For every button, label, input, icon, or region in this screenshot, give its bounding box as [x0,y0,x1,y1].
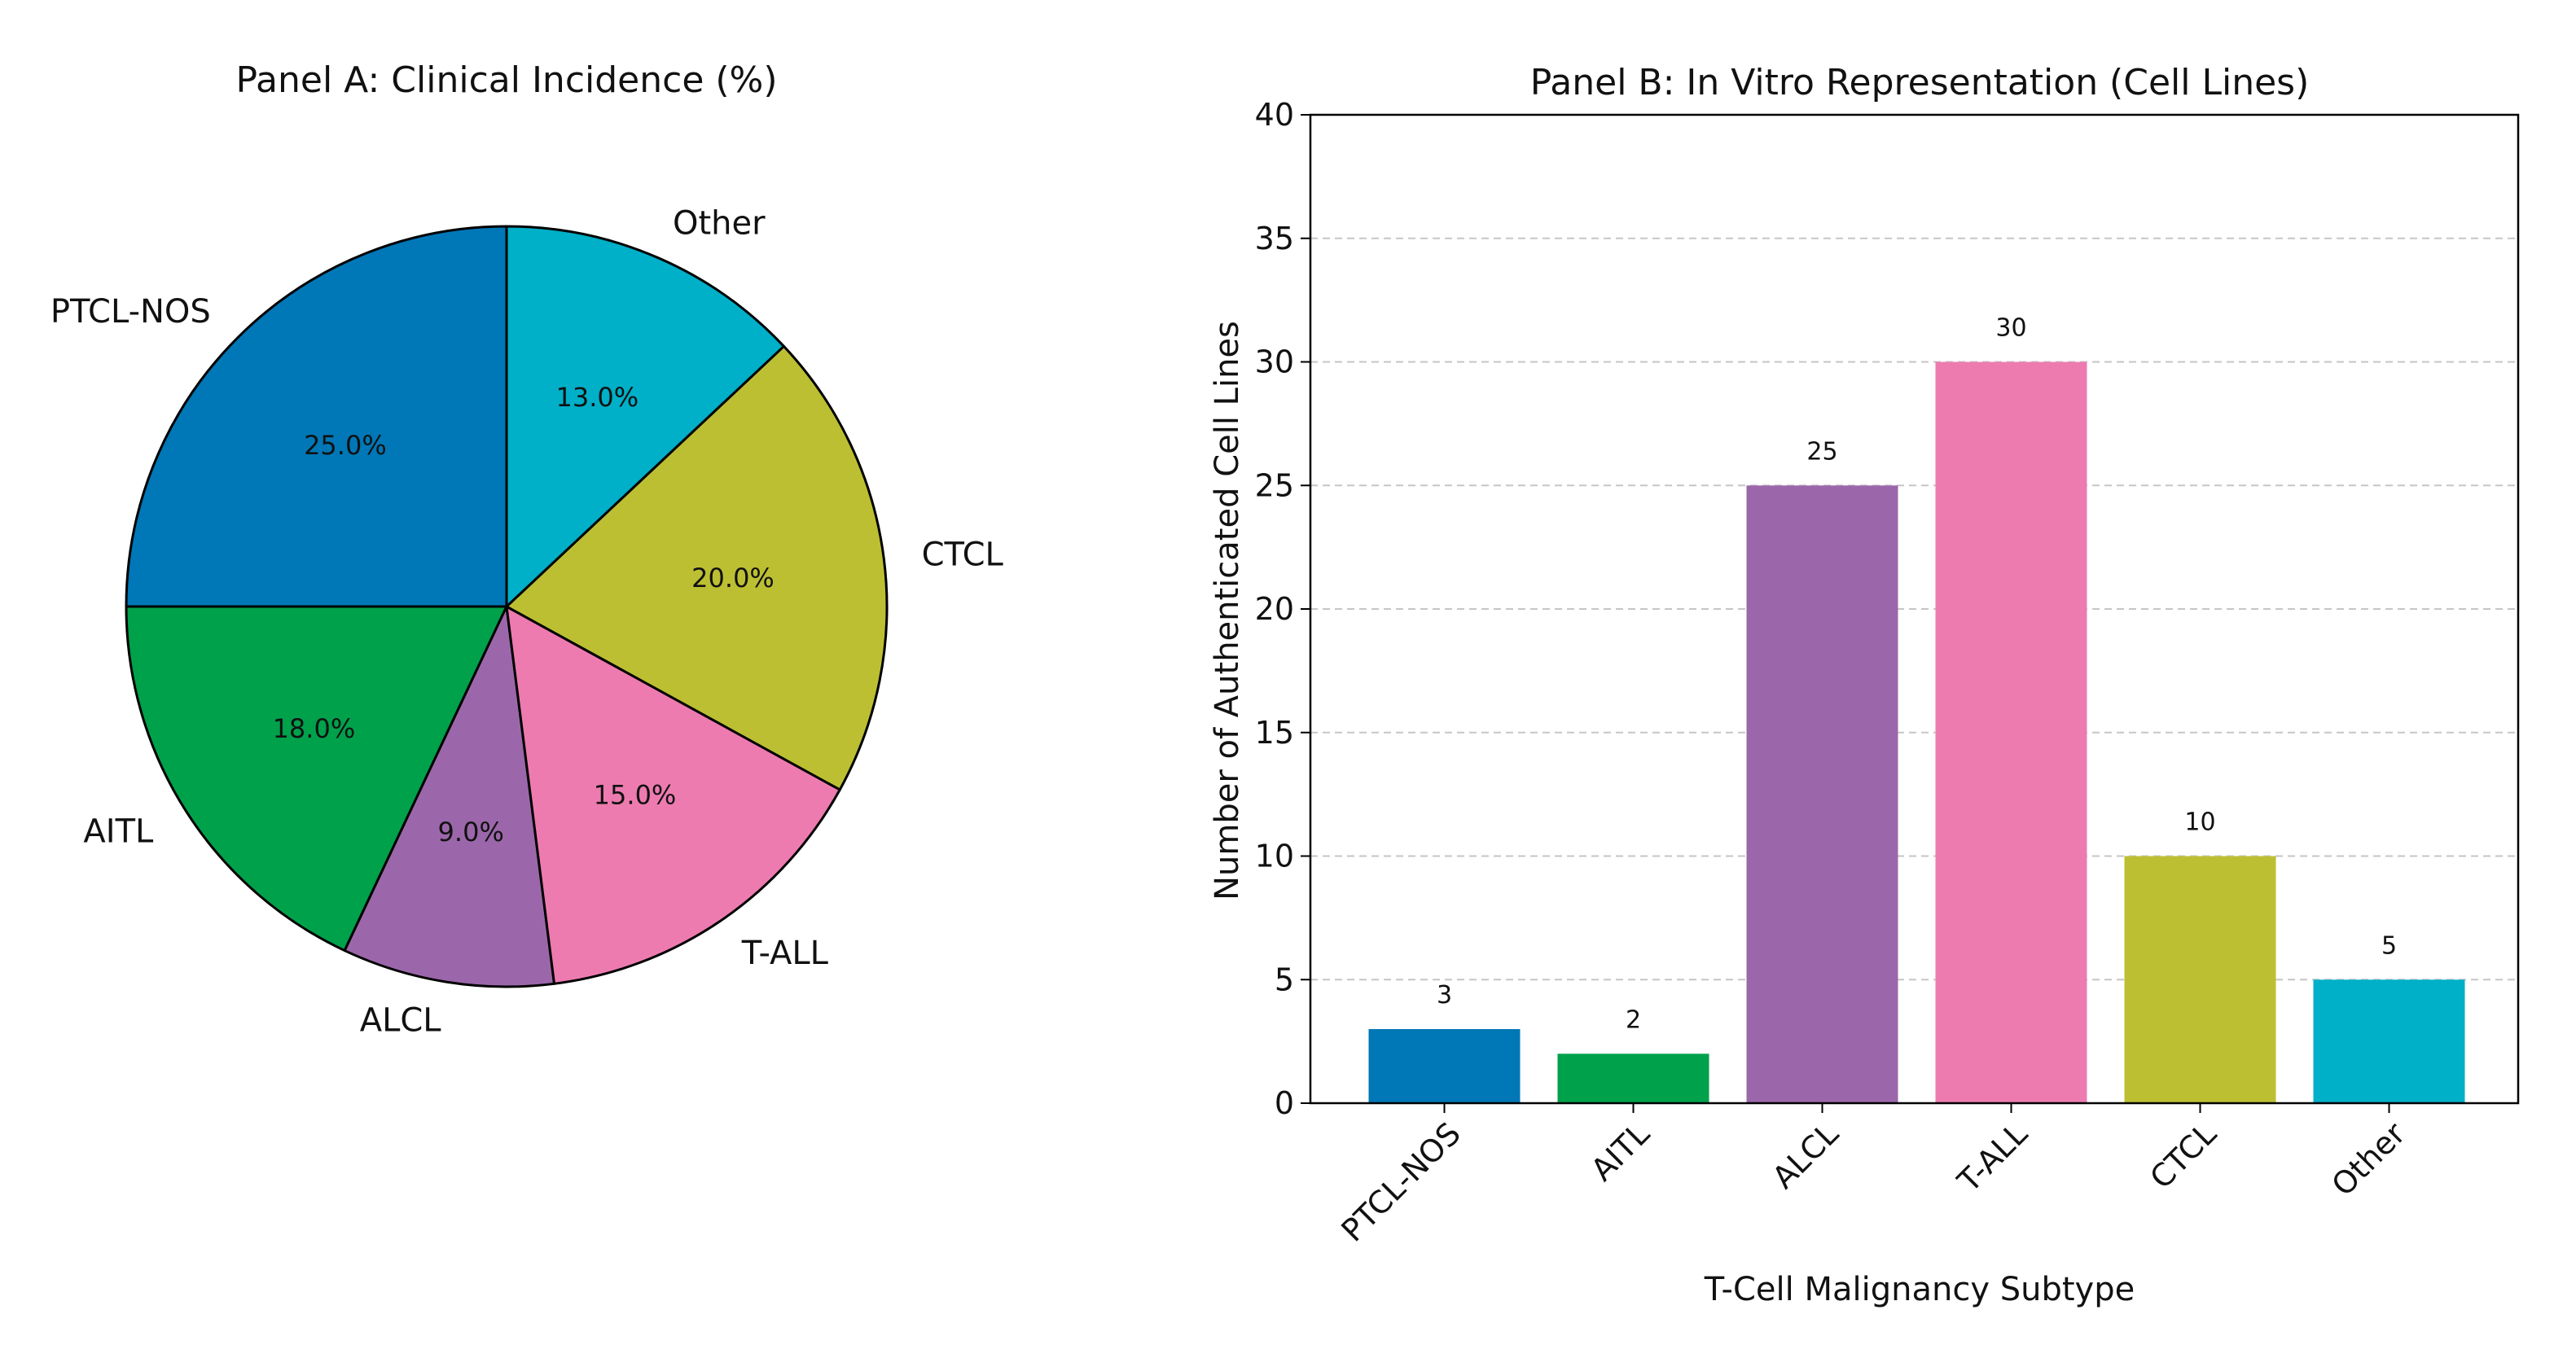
bar-ptcl-nos [1368,1029,1521,1103]
x-axis-label: T-Cell Malignancy Subtype [1704,1271,2135,1308]
y-tick-label: 20 [1255,591,1294,627]
bar-alcl [1746,485,1898,1104]
y-tick-label: 10 [1255,839,1294,874]
bar-ctcl [2124,856,2276,1103]
x-tick-label-ctcl: CTCL [2143,1115,2223,1195]
x-tick-label-alcl: ALCL [1766,1115,1845,1195]
y-ticks: 0 5 10 15 20 25 30 35 40 [1255,97,1310,1121]
pie-slice-ptcl-nos [125,225,508,608]
pie-category-label-alcl: ALCL [360,1001,442,1039]
pie-category-label-t-all: T-ALL [741,935,829,972]
bar-value-label-other: 5 [2381,931,2397,960]
y-tick-label: 40 [1255,97,1294,133]
pie-slice-t-all [505,605,841,985]
pie-slice-aitl [125,605,508,953]
grid-lines [1310,237,2518,981]
y-tick-label: 35 [1255,221,1294,256]
panel-b-title: Panel B: In Vitro Representation (Cell L… [1530,62,2310,103]
panel-a-title: Panel A: Clinical Incidence (%) [235,59,777,101]
y-tick-label: 25 [1255,467,1294,503]
pie-slice-other [505,225,785,608]
pie-labels: 25.0% PTCL-NOS 18.0% AITL 9.0% ALCL 15.0% T-ALL… [50,205,1004,1040]
bar-value-label-aitl: 2 [1626,1005,1641,1034]
bar-value-label-t-all: 30 [1995,314,2026,343]
bars [1368,361,2465,1104]
y-axis-label: Number of Authenticated Cell Lines [1209,321,1246,900]
pie-percent-label-t-all: 15.0% [594,780,677,811]
pie-percent-label-alcl: 9.0% [438,817,504,848]
bar-data-labels: 3 2 25 30 10 5 [1437,314,2397,1035]
panel-b-bar-chart: Panel B: In Vitro Representation (Cell L… [1209,62,2520,1308]
pie-category-label-aitl: AITL [83,813,154,850]
bar-value-label-ptcl-nos: 3 [1437,981,1452,1010]
bar-value-label-ctcl: 10 [2184,808,2215,837]
pie-percent-label-ptcl-nos: 25.0% [304,430,387,461]
y-tick-label: 0 [1275,1085,1294,1121]
y-tick-label: 5 [1275,962,1294,997]
y-tick-label: 30 [1255,344,1294,380]
bar-value-label-alcl: 25 [1806,437,1837,466]
bar-other [2313,979,2465,1104]
panel-a-pie-chart: Panel A: Clinical Incidence (%) 25.0% PTC… [50,59,1004,1039]
y-tick-label: 15 [1255,715,1294,751]
bar-aitl [1557,1054,1709,1103]
x-tick-label-t-all: T-ALL [1951,1115,2034,1199]
pie-percent-label-other: 13.0% [555,382,639,413]
pie-category-label-other: Other [673,205,766,243]
x-tick-label-aitl: AITL [1584,1115,1657,1188]
bar-t-all [1935,361,2087,1103]
x-tick-label-ptcl-nos: PTCL-NOS [1334,1115,1467,1248]
pie-percent-label-aitl: 18.0% [273,713,356,744]
pie-slices [125,225,889,988]
pie-slice-alcl [343,605,556,988]
x-tick-label-other: Other [2324,1115,2412,1203]
pie-category-label-ctcl: CTCL [922,537,1004,574]
pie-percent-label-ctcl: 20.0% [691,563,775,594]
pie-slice-ctcl [505,344,889,791]
x-ticks: PTCL-NOS AITL ALCL T-ALL CTCL Other [1334,1103,2412,1249]
pie-category-label-ptcl-nos: PTCL-NOS [50,293,211,331]
